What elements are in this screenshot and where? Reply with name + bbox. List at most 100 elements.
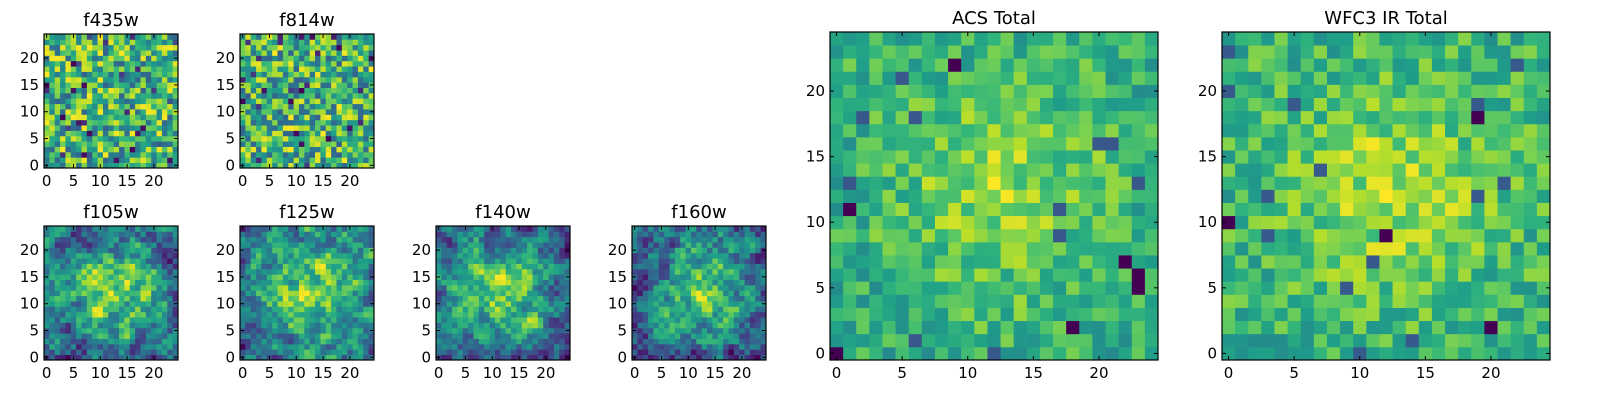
- heatmap-cell: [1326, 215, 1341, 230]
- heatmap-cell: [256, 103, 262, 110]
- heatmap-cell: [76, 92, 82, 99]
- heatmap-cell: [974, 84, 988, 98]
- heatmap-cell: [1026, 71, 1041, 85]
- heatmap-cell: [1235, 333, 1249, 348]
- heatmap-cell: [1092, 228, 1106, 243]
- heatmap-cell: [489, 252, 496, 259]
- heatmap-cell: [76, 317, 82, 323]
- heatmap-cell: [690, 306, 697, 313]
- heatmap-cell: [108, 125, 115, 131]
- heatmap-cell: [1366, 189, 1380, 203]
- heatmap-cell: [65, 290, 72, 297]
- heatmap-cell: [145, 39, 152, 46]
- heatmap-cell: [1445, 346, 1459, 361]
- heatmap-cell: [108, 55, 115, 62]
- heatmap-cell: [664, 242, 670, 248]
- heatmap-cell: [119, 354, 125, 361]
- heatmap-cell: [108, 290, 115, 297]
- heatmap-cell: [760, 236, 767, 243]
- heatmap-cell: [1026, 320, 1041, 335]
- heatmap-cell: [336, 34, 343, 40]
- heatmap-cell: [494, 290, 501, 297]
- heatmap-cell: [352, 130, 359, 137]
- heatmap-cell: [167, 66, 174, 72]
- heatmap-cell: [1235, 176, 1249, 190]
- heatmap-cell: [347, 263, 353, 270]
- heatmap-cell: [135, 317, 141, 323]
- heatmap-cell: [145, 252, 152, 259]
- heatmap-cell: [717, 295, 724, 302]
- heatmap-cell: [532, 301, 539, 307]
- heatmap-cell: [908, 84, 923, 98]
- heatmap-cell: [1458, 294, 1472, 308]
- heatmap-cell: [261, 92, 268, 99]
- heatmap-cell: [921, 176, 936, 190]
- heatmap-cell: [527, 258, 533, 264]
- heatmap-cell: [527, 274, 533, 280]
- heatmap-cell: [135, 141, 141, 147]
- heatmap-cell: [1523, 281, 1538, 295]
- heatmap-cell: [1118, 136, 1133, 151]
- heatmap-cell: [974, 320, 988, 335]
- heatmap-cell: [331, 55, 337, 62]
- heatmap-cell: [532, 252, 539, 259]
- heatmap-cell: [961, 71, 975, 85]
- heatmap-cell: [500, 236, 507, 243]
- heatmap-cell: [76, 322, 82, 329]
- heatmap-cell: [81, 327, 88, 334]
- heatmap-cell: [537, 354, 544, 361]
- heatmap-cell: [457, 263, 464, 270]
- heatmap-cell: [934, 241, 949, 256]
- heatmap-cell: [309, 162, 316, 169]
- heatmap-cell: [124, 242, 131, 248]
- heatmap-cell: [511, 226, 517, 232]
- heatmap-cell: [113, 135, 120, 142]
- heatmap-cell: [1366, 176, 1380, 190]
- heatmap-cell: [696, 252, 703, 259]
- heatmap-cell: [1523, 189, 1538, 203]
- y-tick-label: 5: [815, 279, 825, 297]
- heatmap-cell: [1431, 255, 1446, 269]
- heatmap-cell: [658, 301, 665, 307]
- heatmap-cell: [293, 284, 300, 291]
- heatmap-cell: [843, 189, 857, 203]
- heatmap-cell: [441, 236, 448, 243]
- heatmap-cell: [473, 236, 480, 243]
- heatmap-cell: [320, 236, 327, 243]
- heatmap-cell: [113, 151, 120, 158]
- heatmap-cell: [145, 242, 152, 248]
- heatmap-cell: [1353, 163, 1367, 177]
- heatmap-cell: [261, 66, 268, 72]
- heatmap-cell: [1118, 281, 1133, 295]
- heatmap-cell: [446, 290, 453, 297]
- heatmap-cell: [352, 327, 359, 334]
- heatmap-cell: [250, 279, 257, 286]
- heatmap-cell: [696, 290, 703, 297]
- heatmap-cell: [717, 327, 724, 334]
- heatmap-cell: [749, 322, 756, 329]
- heatmap-cell: [97, 327, 104, 334]
- heatmap-cell: [478, 258, 485, 264]
- heatmap-cell: [1523, 307, 1538, 322]
- heatmap-cell: [357, 50, 364, 56]
- heatmap-cell: [1092, 110, 1106, 125]
- heatmap-cell: [632, 311, 638, 318]
- heatmap-cell: [151, 338, 157, 345]
- heatmap-cell: [135, 236, 141, 243]
- heatmap-cell: [685, 279, 692, 286]
- heatmap-cell: [494, 268, 501, 275]
- heatmap-cell: [49, 343, 56, 350]
- heatmap-cell: [856, 176, 870, 190]
- heatmap-cell: [102, 295, 109, 302]
- heatmap-cell: [1274, 163, 1288, 177]
- heatmap-cell: [151, 311, 157, 318]
- heatmap-cell: [54, 87, 61, 94]
- heatmap-cell: [60, 146, 66, 153]
- heatmap-cell: [86, 34, 93, 40]
- heatmap-cell: [119, 55, 125, 62]
- heatmap-cell: [108, 87, 115, 94]
- heatmap-cell: [505, 279, 512, 286]
- heatmap-cell: [1510, 346, 1525, 361]
- heatmap-cell: [161, 231, 168, 238]
- heatmap-cell: [331, 258, 337, 264]
